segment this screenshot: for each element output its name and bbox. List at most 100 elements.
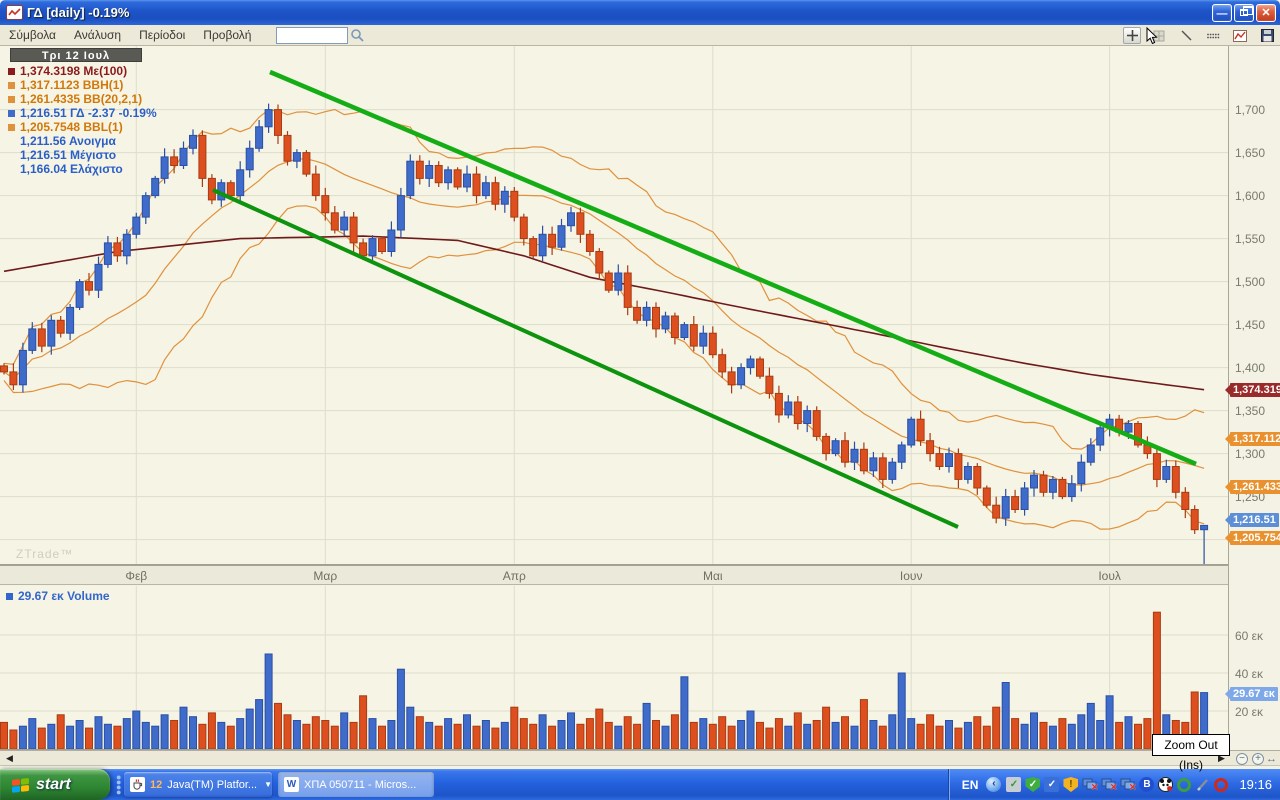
- candle: [869, 457, 878, 472]
- y-axis-column: 1,700 1,650 1,600 1,550 1,500 1,450 1,400 1,350…: [1225, 46, 1280, 750]
- java-icon: [130, 777, 145, 792]
- update-manager-icon[interactable]: ✓: [1006, 777, 1022, 792]
- volume-bar: [1143, 718, 1152, 750]
- volume-pane[interactable]: 29.67 εκ Volume: [0, 586, 1228, 750]
- candle: [189, 134, 197, 149]
- volume-bar: [56, 714, 65, 750]
- volume-bar: [774, 718, 783, 750]
- scroll-right-icon[interactable]: ▶: [1218, 753, 1225, 763]
- bluetooth-icon[interactable]: B: [1139, 777, 1155, 792]
- task-group-caret-icon: ▼: [264, 780, 272, 789]
- volume-bar: [576, 723, 585, 750]
- search-input[interactable]: [276, 26, 349, 44]
- save-icon[interactable]: [1258, 27, 1276, 44]
- candle: [793, 401, 802, 424]
- volume-bar: [812, 720, 821, 750]
- price-chart-pane[interactable]: Τρι 12 Ιουλ 1,374.3198 Με(100) 1,317.1123…: [0, 46, 1228, 569]
- lan-disconnected-icon[interactable]: ✕: [1120, 777, 1136, 792]
- trendline[interactable]: [269, 69, 1197, 467]
- trend-antivirus-icon[interactable]: [1214, 777, 1229, 792]
- volume-bar: [746, 710, 755, 750]
- hidden-icons-chevron[interactable]: ‹: [986, 777, 1002, 792]
- indicator-chart-icon[interactable]: [1231, 27, 1249, 44]
- candle: [774, 392, 783, 416]
- menu-1[interactable]: Σύμβολα: [9, 28, 56, 42]
- horizontal-scroll-strip[interactable]: ◀ ▶ − + ↔: [0, 750, 1280, 766]
- volume-chart-canvas[interactable]: [0, 586, 1228, 750]
- task-label: ΧΠΑ 050711 - Micros...: [304, 778, 417, 791]
- menu-3[interactable]: Περίοδοι: [139, 28, 186, 42]
- minimize-button[interactable]: —: [1212, 3, 1232, 22]
- window-titlebar[interactable]: ΓΔ [daily] -0.19% — ✕: [0, 0, 1280, 25]
- volume-bar: [973, 716, 982, 750]
- taskbar-task-java[interactable]: 12 Java(TM) Platfor... ▼: [124, 772, 272, 797]
- volume-bar: [453, 723, 462, 750]
- volume-bar: [1011, 718, 1020, 750]
- price-badge: 1,216.51: [1225, 513, 1279, 528]
- search-icon[interactable]: [348, 27, 366, 44]
- candle: [415, 160, 424, 179]
- candle: [1067, 483, 1076, 498]
- volume-bar: [378, 725, 386, 750]
- price-badge: 1,205.754: [1225, 530, 1280, 545]
- sync-check-icon[interactable]: ✓: [1044, 777, 1060, 792]
- restore-button[interactable]: [1234, 3, 1254, 22]
- candle: [47, 319, 56, 347]
- volume-bullet-icon: [6, 592, 13, 600]
- language-indicator[interactable]: EN: [961, 777, 979, 792]
- candle: [302, 152, 311, 175]
- horizontal-fit-icon[interactable]: ↔: [1266, 753, 1277, 765]
- scroll-left-icon[interactable]: ◀: [6, 753, 13, 763]
- trendline[interactable]: [212, 188, 959, 529]
- volume-axis-tick: 20 εκ: [1235, 705, 1264, 719]
- candle: [9, 371, 18, 386]
- volume-bar: [1058, 718, 1067, 750]
- close-button[interactable]: ✕: [1256, 3, 1276, 22]
- price-chart-canvas[interactable]: [0, 46, 1228, 569]
- candle: [292, 152, 301, 162]
- panda-antivirus-icon[interactable]: [1158, 777, 1174, 792]
- alert-shield-icon[interactable]: !: [1063, 777, 1079, 792]
- volume-bar: [434, 725, 443, 750]
- candle: [0, 365, 8, 373]
- menu-2[interactable]: Ανάλυση: [74, 28, 122, 42]
- volume-bar: [557, 720, 566, 750]
- volume-bar: [1105, 695, 1114, 750]
- volume-bar: [1020, 723, 1029, 750]
- candle: [311, 173, 320, 197]
- candle: [935, 453, 944, 468]
- volume-bar: [548, 725, 557, 750]
- trendline-tool-icon[interactable]: [1177, 27, 1195, 44]
- dotted-style-icon[interactable]: [1204, 27, 1222, 44]
- volume-bar: [633, 723, 642, 750]
- candle: [585, 233, 594, 253]
- zoom-out-button[interactable]: −: [1236, 753, 1248, 765]
- chart-style-icon[interactable]: [1150, 27, 1168, 44]
- candle: [226, 182, 235, 197]
- candle: [141, 195, 150, 218]
- candle: [444, 169, 453, 184]
- candle: [746, 358, 755, 369]
- x-axis-label: Απρ: [502, 569, 526, 583]
- candle: [434, 165, 443, 184]
- candle: [85, 281, 93, 291]
- menu-4[interactable]: Προβολή: [203, 28, 252, 42]
- candle: [453, 169, 462, 188]
- pen-input-icon[interactable]: [1195, 777, 1210, 792]
- start-button[interactable]: start: [0, 769, 110, 800]
- volume-bar: [368, 718, 377, 750]
- security-shield-icon[interactable]: ✓: [1025, 777, 1041, 792]
- volume-bar: [9, 729, 18, 750]
- wireless-disconnected-icon[interactable]: ✕: [1101, 777, 1117, 792]
- network-disconnected-icon[interactable]: ✕: [1082, 777, 1098, 792]
- wreath-badge-icon[interactable]: [1177, 777, 1192, 792]
- crosshair-tool-icon[interactable]: [1123, 27, 1141, 44]
- volume-bar: [359, 695, 368, 750]
- zoom-in-button[interactable]: +: [1252, 753, 1264, 765]
- candle: [1171, 466, 1180, 493]
- price-badge: 1,317.112: [1225, 431, 1280, 446]
- volume-bar: [642, 702, 651, 750]
- candle: [803, 410, 812, 425]
- taskbar-task-word[interactable]: W ΧΠΑ 050711 - Micros...: [278, 772, 434, 797]
- candle: [1001, 496, 1010, 519]
